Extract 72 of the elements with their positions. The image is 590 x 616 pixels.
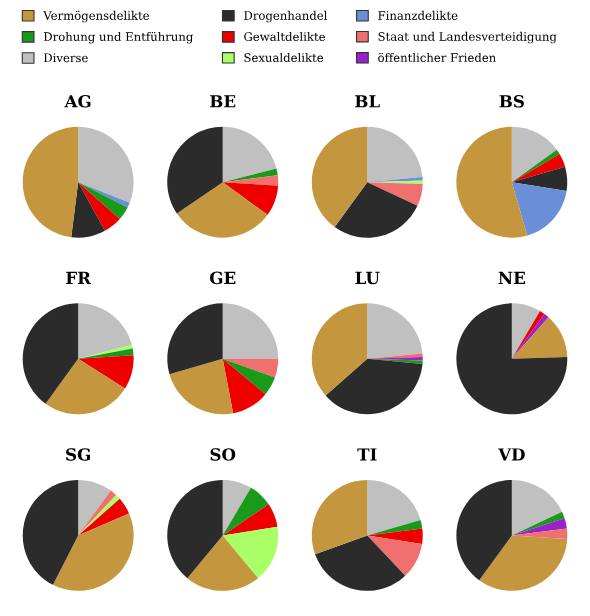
pie-slice xyxy=(511,518,567,536)
pie-slice xyxy=(22,479,79,585)
pie-slice xyxy=(222,526,279,579)
pie-slice xyxy=(511,166,568,191)
chart-title: FR xyxy=(66,271,92,284)
pie-slice xyxy=(78,498,130,536)
pie-slice xyxy=(71,182,105,238)
pie-slice xyxy=(315,535,406,591)
pie-slice xyxy=(456,126,528,238)
pie-slice xyxy=(367,182,423,206)
pie-slice xyxy=(311,303,368,396)
chart-title: BE xyxy=(210,95,236,108)
pie-slice xyxy=(367,535,423,576)
pie-slice xyxy=(311,479,368,555)
chart-title: SO xyxy=(210,448,236,461)
pie-slice xyxy=(367,126,423,183)
chart-title: LU xyxy=(355,271,380,285)
pie-slice xyxy=(511,511,565,536)
pie-slice xyxy=(367,479,421,536)
pie-slice xyxy=(222,358,279,378)
pie-slice xyxy=(78,182,128,219)
pie-slice xyxy=(78,126,134,203)
pie-slice xyxy=(222,479,251,536)
chart-title: TI xyxy=(357,448,377,461)
pie-slice xyxy=(511,528,568,539)
pie-slice xyxy=(222,126,277,183)
pie-slice xyxy=(78,182,120,231)
chart-title: NE xyxy=(498,271,525,284)
pie-slice xyxy=(511,182,567,236)
pie-slice xyxy=(222,504,278,536)
pie-slice xyxy=(222,175,279,186)
pie-slice xyxy=(334,182,418,238)
pie-slice xyxy=(22,303,79,404)
pie-slice xyxy=(511,149,560,183)
pie-slice xyxy=(222,168,278,183)
chart-title: GE xyxy=(209,271,236,285)
chart-title: VD xyxy=(498,448,525,461)
pie-slice xyxy=(167,479,223,579)
pie-slice xyxy=(325,358,423,415)
chart-title: BS xyxy=(499,94,524,108)
pie-slice xyxy=(311,126,368,228)
pie-slice xyxy=(222,182,279,215)
pie-slice xyxy=(367,303,423,359)
pie-slice xyxy=(222,358,275,395)
pie-slice xyxy=(222,303,279,359)
pie-slice xyxy=(456,303,568,415)
pie-slice xyxy=(511,317,568,359)
pie-slice xyxy=(78,303,132,359)
chart-title: AG xyxy=(64,94,91,108)
pie-slice xyxy=(169,358,234,415)
pie-slice xyxy=(511,154,566,183)
pie-slice xyxy=(367,519,423,536)
pie-slice xyxy=(78,355,134,389)
pie-slice xyxy=(167,303,223,375)
pie-slice xyxy=(187,535,259,591)
pie-slice xyxy=(53,513,134,591)
pie-slice xyxy=(176,182,268,238)
pie-slice xyxy=(367,528,423,545)
pie-slice xyxy=(78,182,130,208)
pie-slice xyxy=(167,126,223,214)
pie-slice xyxy=(222,358,266,414)
pie-slice xyxy=(45,358,125,415)
pie-slice xyxy=(78,479,111,536)
pie-slice xyxy=(22,126,79,238)
pie-slice xyxy=(479,535,568,591)
pie-slice xyxy=(456,479,512,581)
pie-slice xyxy=(222,487,269,536)
pie-slice xyxy=(511,303,541,359)
chart-title: BL xyxy=(355,95,380,108)
pie-slice xyxy=(511,479,563,536)
chart-title: SG xyxy=(66,448,90,461)
pie-slice xyxy=(511,126,557,183)
